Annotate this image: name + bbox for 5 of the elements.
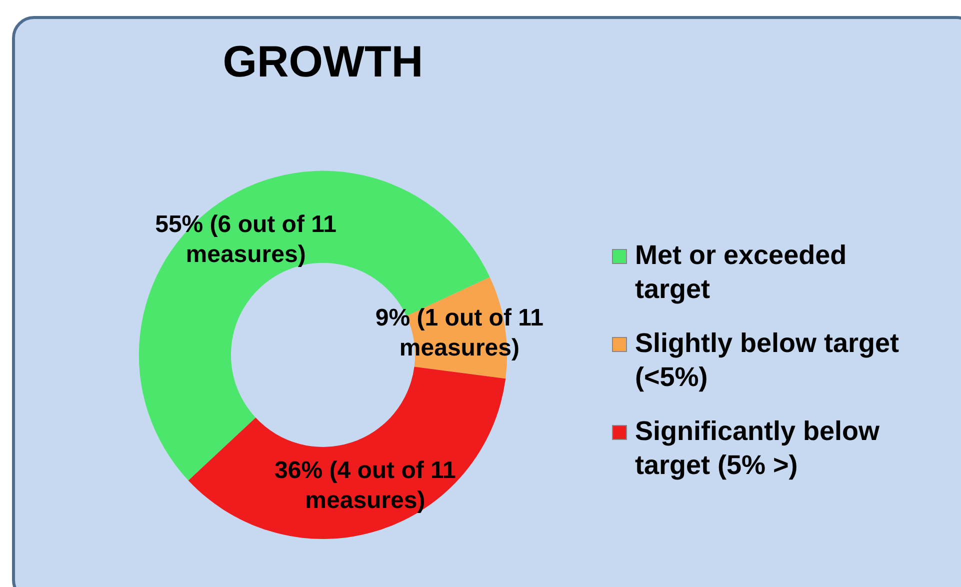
legend-label: Met or exceeded target xyxy=(635,239,848,306)
data-label: 36% (4 out of 11 measures) xyxy=(274,456,456,514)
legend-label: Significantly below target (5% >) xyxy=(635,415,881,482)
legend-label: Slightly below target (<5%) xyxy=(635,327,900,394)
chart-title: GROWTH xyxy=(222,38,424,87)
